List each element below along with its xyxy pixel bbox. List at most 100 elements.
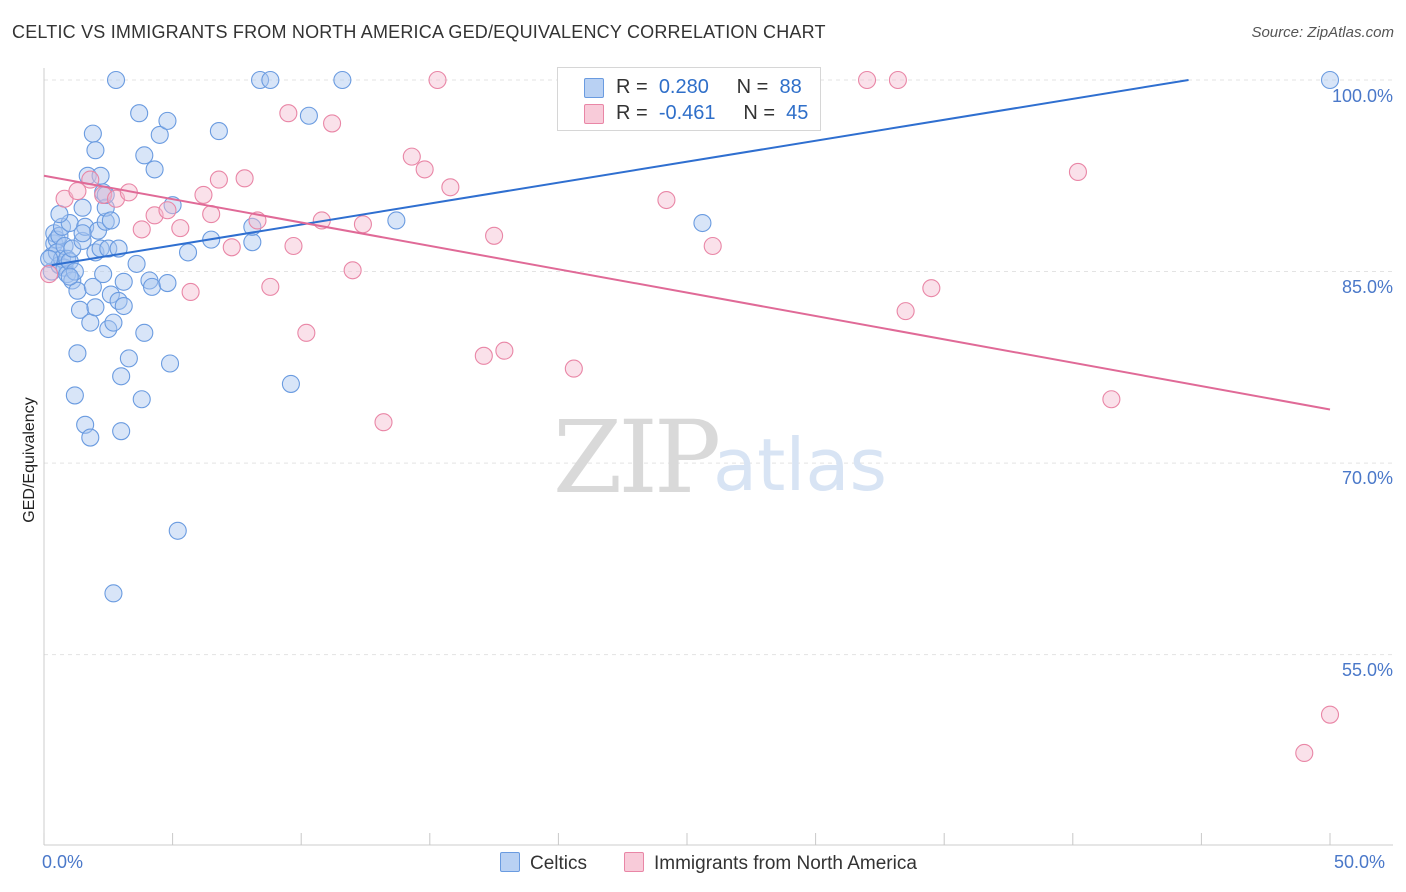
celtics-point: [1320, 70, 1340, 90]
immigrant-point: [353, 215, 372, 234]
immigrant-point: [564, 359, 583, 378]
celtics-point: [109, 291, 128, 310]
immigrant-point: [40, 265, 59, 284]
celtics-point: [73, 224, 92, 243]
y-tick-100: 100.0%: [1331, 86, 1393, 106]
celtics-point: [60, 213, 79, 233]
bottom-legend-label-celtics: Celtics: [530, 853, 588, 874]
x-tick-min: 0.0%: [42, 852, 84, 872]
celtics-point: [130, 104, 149, 123]
immigrant-point: [703, 236, 722, 256]
immigrant-point: [888, 70, 907, 90]
celtics-point: [261, 70, 280, 90]
bottom-legend-label-immigrants: Immigrants from North America: [654, 853, 917, 874]
stats-legend: R = 0.280 N = 88 R = -0.461 N = 45: [557, 67, 821, 131]
legend-r-label: R =: [616, 102, 648, 124]
celtics-point: [101, 211, 120, 230]
bottom-legend-celtics: Celtics: [500, 852, 587, 875]
trend-line-immigrants: [43, 174, 1331, 411]
grid-lines: [44, 79, 1393, 656]
bottom-legend-swatch-celtics: [500, 852, 520, 872]
celtics-point: [112, 367, 131, 386]
immigrant-point: [428, 70, 447, 90]
immigrant-point: [132, 220, 151, 239]
celtics-point: [281, 374, 300, 393]
celtics-point: [127, 254, 146, 273]
celtics-point: [104, 313, 123, 332]
celtics-point: [158, 111, 177, 130]
celtics-point: [299, 106, 318, 125]
legend-r-immigrants: -0.461: [658, 102, 716, 124]
celtics-point: [86, 298, 105, 317]
celtics-point: [63, 239, 82, 258]
y-tick-55: 55.0%: [1341, 660, 1393, 680]
celtics-point: [106, 70, 126, 90]
celtics-point: [68, 344, 87, 363]
celtics-point: [70, 300, 90, 319]
legend-n-immigrants: 45: [786, 102, 809, 124]
celtics-point: [114, 272, 133, 291]
immigrant-point: [415, 160, 434, 179]
celtics-point: [160, 354, 180, 373]
immigrant-point: [922, 279, 941, 298]
y-tick-85: 85.0%: [1341, 277, 1393, 297]
celtics-point: [65, 386, 84, 405]
bottom-legend-swatch-immigrants: [624, 852, 644, 872]
immigrant-point: [284, 236, 303, 256]
immigrant-point: [171, 219, 190, 238]
immigrant-point: [209, 170, 228, 189]
source-label: Source: ZipAtlas.com: [1251, 24, 1394, 41]
celtics-point: [99, 239, 118, 258]
celtics-point: [250, 70, 270, 90]
y-tick-70: 70.0%: [1341, 468, 1393, 488]
celtics-point: [68, 281, 87, 300]
celtics-point: [333, 70, 352, 90]
celtics-point: [114, 296, 133, 316]
celtics-point: [40, 249, 59, 268]
immigrant-point: [495, 341, 514, 360]
immigrant-point: [181, 282, 200, 302]
immigrant-point: [222, 238, 241, 257]
immigrant-point: [657, 190, 676, 210]
legend-n-label: N =: [736, 76, 769, 98]
celtics-point: [104, 584, 123, 603]
chart-title: CELTIC VS IMMIGRANTS FROM NORTH AMERICA …: [12, 22, 826, 42]
celtics-point: [65, 262, 84, 281]
legend-swatch-celtics: [584, 78, 604, 98]
celtics-point: [387, 211, 406, 230]
legend-n-label: N =: [743, 102, 776, 124]
series-immigrants: [40, 70, 1340, 763]
celtics-point: [60, 267, 79, 286]
celtics-point: [83, 277, 102, 296]
immigrant-point: [374, 413, 393, 432]
celtics-point: [112, 422, 131, 441]
celtics-point: [150, 125, 169, 144]
celtics-point: [693, 213, 712, 233]
celtics-point: [158, 273, 177, 293]
immigrant-point: [235, 169, 254, 188]
celtics-point: [243, 233, 262, 252]
immigrant-point: [474, 346, 493, 365]
bottom-legend-immigrants: Immigrants from North America: [624, 852, 917, 875]
watermark-zip: ZIP: [553, 399, 718, 516]
trend-line-celtics: [51, 79, 1189, 267]
immigrant-point: [323, 114, 342, 133]
celtics-point: [135, 323, 154, 342]
immigrant-point: [261, 277, 280, 296]
celtics-point: [168, 521, 187, 540]
immigrant-point: [194, 185, 213, 204]
legend-n-celtics: 88: [779, 76, 802, 98]
celtics-point: [73, 198, 92, 217]
celtics-point: [83, 124, 102, 143]
trend-lines: [43, 79, 1331, 411]
immigrant-point: [402, 147, 421, 166]
celtics-point: [142, 277, 162, 296]
celtics-point: [119, 349, 138, 368]
celtics-point: [50, 205, 69, 224]
immigrant-point: [1068, 162, 1087, 181]
immigrant-point: [441, 178, 460, 197]
celtics-point: [145, 160, 164, 179]
celtics-point: [132, 390, 151, 409]
celtics-point: [73, 231, 92, 250]
